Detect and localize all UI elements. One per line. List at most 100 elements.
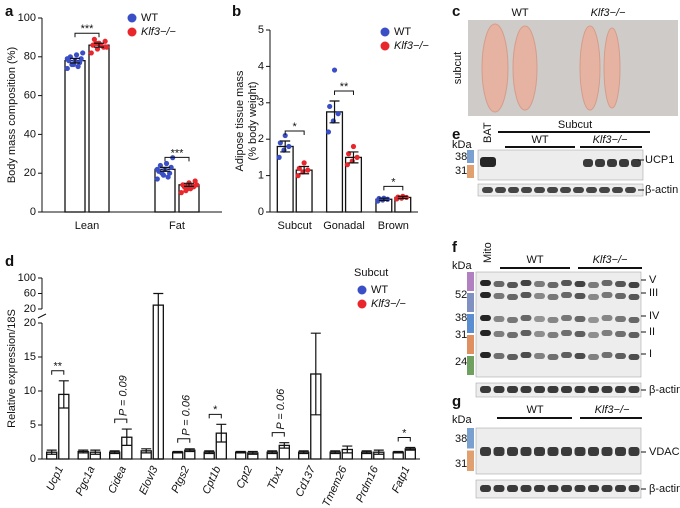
blot-band <box>601 315 613 321</box>
blot-band <box>507 485 518 492</box>
y-tick-label: 10 <box>24 385 36 397</box>
error-bar <box>58 380 69 409</box>
group-label: Klf3−/− <box>593 254 628 266</box>
data-point <box>80 50 86 56</box>
blot-band <box>561 292 572 298</box>
blot-band <box>547 332 559 338</box>
x-tick-label: Ucp1 <box>44 464 66 492</box>
legend-label: Klf3−/− <box>371 298 406 310</box>
x-tick-label: Prdm16 <box>354 464 382 505</box>
legend-label: Klf3−/− <box>394 40 429 52</box>
blot-band <box>480 157 496 167</box>
blot-band <box>520 485 532 492</box>
tissue <box>603 27 621 109</box>
data-point <box>183 188 189 194</box>
blot-band <box>493 386 505 393</box>
blot-band <box>631 159 641 167</box>
data-point <box>75 63 81 70</box>
kda-label: kDa <box>452 414 472 426</box>
error-bar <box>160 166 170 172</box>
data-point <box>154 166 160 172</box>
significance-bracket <box>271 432 285 437</box>
blot-band <box>507 332 518 338</box>
ladder-band <box>467 335 474 354</box>
p-value: P = 0.09 <box>118 375 130 416</box>
data-point <box>154 176 160 182</box>
error-bar <box>405 446 416 451</box>
error-bar <box>342 445 353 454</box>
error-bar <box>361 450 372 455</box>
blot-band <box>520 280 532 286</box>
significance-bracket <box>74 32 100 38</box>
data-point <box>102 38 108 44</box>
blot-band <box>480 485 491 492</box>
error-bar <box>329 100 340 124</box>
marker-label: 24 <box>455 356 467 368</box>
x-tick-label: Tbx1 <box>265 464 286 491</box>
x-tick-label: Lean <box>75 220 99 232</box>
group-label: Klf3−/− <box>595 404 630 416</box>
blot-band <box>534 293 545 299</box>
x-tick-label: Fat <box>169 220 185 232</box>
blot-band <box>583 159 593 167</box>
blot-band <box>521 187 532 193</box>
group-label: WT <box>526 254 543 266</box>
legend-label: WT <box>371 284 388 296</box>
group-label: Subcut <box>558 119 592 131</box>
y-tick-label: 40 <box>24 128 36 140</box>
lane-label: BAT <box>482 122 494 143</box>
ladder-band <box>467 150 474 163</box>
blot-band <box>534 316 545 322</box>
data-point <box>327 103 333 110</box>
error-bar <box>247 450 258 455</box>
blot-band <box>574 447 586 456</box>
blot-band <box>588 294 599 300</box>
tissue <box>512 25 538 111</box>
blot-band <box>615 485 626 492</box>
blot-band <box>493 353 505 359</box>
blot-band <box>561 330 572 336</box>
blot-band <box>508 187 519 193</box>
significance-bracket <box>383 185 404 191</box>
error-bar <box>94 42 104 48</box>
blot-band <box>599 187 610 193</box>
x-tick-label: Elovl3 <box>137 464 161 497</box>
ladder-band <box>467 272 474 291</box>
y-axis-label: Relative expression/18S <box>6 309 18 428</box>
blot-band <box>493 293 505 299</box>
y-axis-label: Adipose tissue mass <box>234 70 246 171</box>
error-bar <box>397 195 408 200</box>
data-point <box>325 129 332 135</box>
error-bar <box>121 428 132 446</box>
legend-label: WT <box>141 12 158 24</box>
blot-band <box>615 281 626 287</box>
marker-label: 31 <box>455 329 467 341</box>
blot-band <box>534 386 545 393</box>
blot-band <box>520 315 532 321</box>
blot-band <box>628 282 640 288</box>
y-tick-label: 20 <box>24 167 36 179</box>
tissue <box>481 23 509 113</box>
error-bar <box>78 449 89 454</box>
error-bar <box>184 448 195 453</box>
data-point <box>187 186 194 192</box>
blot-band <box>628 386 640 393</box>
blot-band <box>547 354 559 360</box>
blot-band <box>601 330 613 336</box>
x-tick-label: Cpt1b <box>200 464 223 496</box>
ladder-band <box>467 450 474 471</box>
blot-band <box>534 353 545 359</box>
data-point <box>282 132 288 139</box>
marker-label: 38 <box>455 151 467 163</box>
blot-band <box>615 293 626 299</box>
blot-band <box>595 159 605 167</box>
significance: * <box>213 404 218 416</box>
x-tick-label: Cidea <box>106 464 129 495</box>
blot-band <box>615 386 626 393</box>
y-tick-label: 4 <box>258 60 264 72</box>
data-point <box>94 46 101 52</box>
y-axis-label: (% body weight) <box>247 82 259 161</box>
blot-band <box>480 292 491 298</box>
blot-band <box>601 352 613 358</box>
blot-band <box>615 353 626 359</box>
